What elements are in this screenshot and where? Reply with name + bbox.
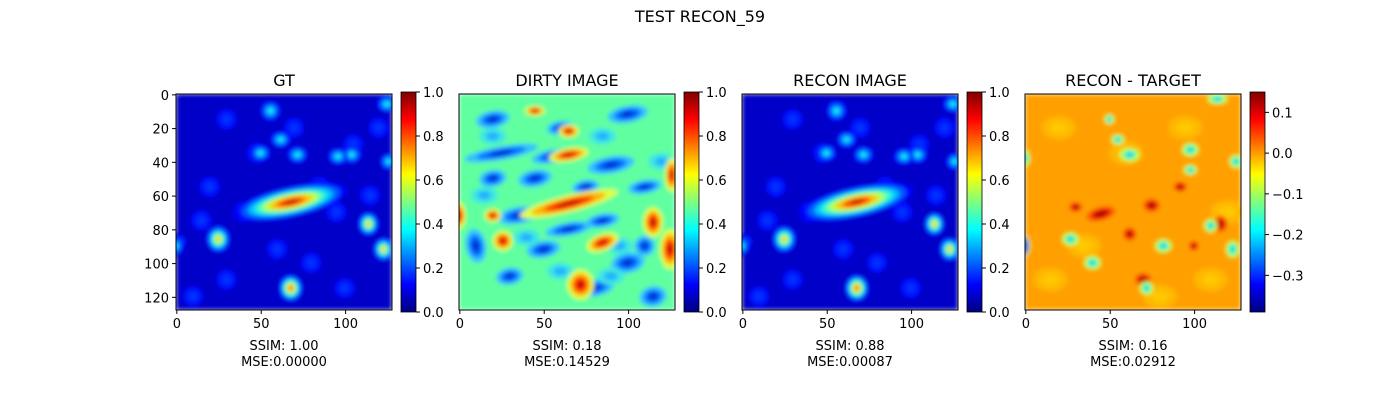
colorbar-tick-label: 0.2 [423, 262, 444, 277]
y-tick-label: 0 [161, 89, 169, 104]
colorbar [966, 91, 983, 313]
ssim-label: SSIM: 0.16 [1098, 339, 1167, 354]
mse-label: MSE:0.00000 [241, 355, 327, 370]
x-tick-label: 100 [1182, 317, 1207, 332]
colorbar-tick-label: 0.1 [1272, 106, 1293, 121]
axes-frame [1024, 93, 1242, 311]
ssim-label: SSIM: 1.00 [249, 339, 318, 354]
colorbar-tick-label: 0.0 [1272, 147, 1293, 162]
panel-title: RECON - TARGET [1065, 71, 1201, 90]
colorbar-tick-label: 0.8 [989, 130, 1010, 145]
colorbar-tick-label: 0.8 [706, 130, 727, 145]
colorbar-tick-label: 0.2 [706, 262, 727, 277]
mse-label: MSE:0.14529 [524, 355, 610, 370]
colorbar-tick-label: 0.0 [706, 306, 727, 321]
x-tick-label: 100 [899, 317, 924, 332]
heatmap-image [1025, 94, 1241, 310]
panel-diff: RECON - TARGET 0 50 100 0.1 0.0 −0.1 −0.2 −0.3 SS… [1022, 71, 1304, 370]
colorbar-tick-label: 0.6 [989, 174, 1010, 189]
ssim-label: SSIM: 0.18 [532, 339, 601, 354]
colorbar-tick-label: 0.0 [989, 306, 1010, 321]
x-tick-label: 100 [616, 317, 641, 332]
x-tick-label: 0 [456, 317, 464, 332]
panel-title: RECON IMAGE [793, 71, 907, 90]
colorbar-tick-label: 1.0 [706, 86, 727, 101]
colorbar-tick-label: −0.1 [1272, 188, 1304, 203]
x-tick-label: 0 [739, 317, 747, 332]
panel-title: DIRTY IMAGE [515, 71, 618, 90]
y-tick-label: 100 [144, 258, 169, 273]
colorbar-tick-label: 1.0 [423, 86, 444, 101]
colorbar-tick-label: 0.4 [706, 218, 727, 233]
panel-title: GT [273, 71, 295, 90]
colorbar-tick-label: 0.2 [989, 262, 1010, 277]
mse-label: MSE:0.02912 [1090, 355, 1176, 370]
panel-gt: GT 0 50 100 0 20 40 60 80 100 120 0.0 0.2 0.4 0.6 0.8 1.… [144, 71, 444, 370]
x-tick-label: 50 [1102, 317, 1119, 332]
panel-dirty: DIRTY IMAGE 0 50 100 0.0 0.2 0.4 0.6 0.8 1.0 SSIM:… [456, 71, 727, 370]
colorbar-tick-label: 0.0 [423, 306, 444, 321]
x-tick-label: 50 [819, 317, 836, 332]
axes-frame [175, 93, 393, 311]
colorbar-tick-label: −0.3 [1272, 269, 1304, 284]
colorbar-tick-label: −0.2 [1272, 229, 1304, 244]
colorbar [1249, 91, 1266, 313]
heatmap-image [742, 94, 958, 310]
mse-label: MSE:0.00087 [807, 355, 893, 370]
heatmap-image [176, 94, 392, 310]
colorbar [400, 91, 417, 313]
colorbar-tick-label: 0.8 [423, 130, 444, 145]
axes-frame [741, 93, 959, 311]
colorbar-tick-label: 0.4 [989, 218, 1010, 233]
axes-frame [458, 93, 676, 311]
panels: GT 0 50 100 0 20 40 60 80 100 120 0.0 0.2 0.4 0.6 0.8 1.… [144, 71, 1303, 370]
y-tick-label: 40 [152, 156, 169, 171]
ssim-label: SSIM: 0.88 [815, 339, 884, 354]
colorbar-tick-label: 0.6 [423, 174, 444, 189]
figure-title: TEST RECON_59 [634, 7, 765, 27]
y-tick-label: 20 [152, 123, 169, 138]
colorbar-tick-label: 1.0 [989, 86, 1010, 101]
colorbar-tick-label: 0.6 [706, 174, 727, 189]
panel-recon: RECON IMAGE 0 50 100 0.0 0.2 0.4 0.6 0.8 1.0 SSIM:… [739, 71, 1010, 370]
heatmap-image [459, 94, 675, 310]
x-tick-label: 50 [536, 317, 553, 332]
y-tick-label: 80 [152, 224, 169, 239]
x-tick-label: 50 [253, 317, 270, 332]
y-tick-label: 60 [152, 190, 169, 205]
y-tick-label: 120 [144, 291, 169, 306]
x-tick-label: 100 [333, 317, 358, 332]
colorbar [683, 91, 700, 313]
x-tick-label: 0 [1022, 317, 1030, 332]
colorbar-tick-label: 0.4 [423, 218, 444, 233]
x-tick-label: 0 [173, 317, 181, 332]
